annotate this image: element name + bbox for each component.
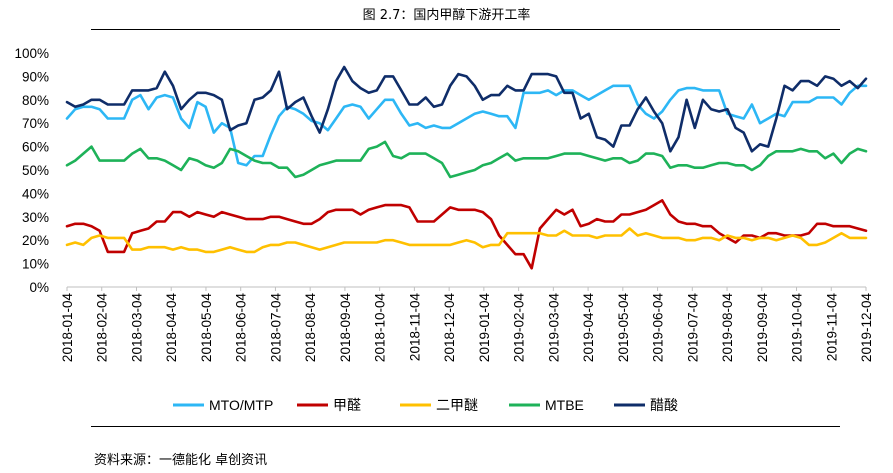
chart-title: 图 2.7：国内甲醇下游开工率 <box>362 8 531 23</box>
x-tick-label: 2019-10-04 <box>790 293 805 363</box>
x-tick-label: 2019-02-04 <box>512 293 527 363</box>
y-tick-label: 50% <box>22 163 49 178</box>
x-tick-label: 2018-01-04 <box>60 293 75 363</box>
y-tick-label: 10% <box>22 257 49 272</box>
y-tick-label: 20% <box>22 233 49 248</box>
x-tick-label: 2019-07-04 <box>685 293 700 363</box>
y-axis: 0% 10% 20% 30% 40% 50% 60% 70% 80% 90% 100% <box>14 46 49 295</box>
x-tick-label: 2019-06-04 <box>651 293 666 363</box>
x-tick-label: 2019-12-04 <box>859 293 874 363</box>
x-tick-label: 2018-05-04 <box>199 293 214 363</box>
footer-rule <box>91 426 840 427</box>
x-tick-label: 2018-10-04 <box>373 293 388 363</box>
x-tick-label: 2018-02-04 <box>95 293 110 363</box>
legend-label: 醋酸 <box>650 397 678 413</box>
series-lines <box>65 65 868 270</box>
series-line <box>65 65 868 153</box>
x-tick-label: 2019-01-04 <box>477 293 492 363</box>
x-tick-label: 2018-11-04 <box>407 293 422 362</box>
legend-label: 二甲醚 <box>436 397 478 413</box>
series-line <box>65 84 868 167</box>
x-tick-label: 2019-08-04 <box>720 293 735 363</box>
x-tick-label: 2019-04-04 <box>581 293 596 363</box>
legend: MTO/MTP 甲醛 二甲醚 MTBE 醋酸 <box>173 397 678 413</box>
x-tick-label: 2018-03-04 <box>129 293 144 363</box>
y-tick-label: 80% <box>22 93 49 108</box>
x-tick-label: 2019-05-04 <box>616 293 631 363</box>
x-axis: 2018-01-04 2018-02-04 2018-03-04 2018-04-04… <box>60 286 874 363</box>
y-tick-label: 90% <box>22 69 49 84</box>
y-tick-label: 0% <box>29 280 49 295</box>
x-tick-label: 2019-03-04 <box>546 293 561 363</box>
x-tick-label: 2019-11-04 <box>824 293 839 362</box>
title-rule <box>91 29 840 30</box>
y-tick-label: 30% <box>22 210 49 225</box>
x-tick-label: 2018-06-04 <box>234 293 249 363</box>
x-tick-label: 2018-12-04 <box>442 293 457 363</box>
series-line <box>65 199 868 270</box>
x-tick-label: 2018-04-04 <box>164 293 179 363</box>
legend-label: MTBE <box>545 397 584 413</box>
y-tick-label: 60% <box>22 140 49 155</box>
y-tick-label: 40% <box>22 186 49 201</box>
source-note: 资料来源：一德能化 卓创资讯 <box>94 453 268 468</box>
x-tick-label: 2018-09-04 <box>338 293 353 363</box>
series-line <box>65 227 868 254</box>
x-tick-label: 2018-07-04 <box>268 293 283 363</box>
x-tick-label: 2018-08-04 <box>303 293 318 363</box>
x-tick-label: 2019-09-04 <box>755 293 770 363</box>
series-line <box>65 140 868 179</box>
legend-label: MTO/MTP <box>209 397 273 413</box>
y-tick-label: 70% <box>22 116 49 131</box>
legend-label: 甲醛 <box>333 397 361 413</box>
y-tick-label: 100% <box>14 46 49 61</box>
